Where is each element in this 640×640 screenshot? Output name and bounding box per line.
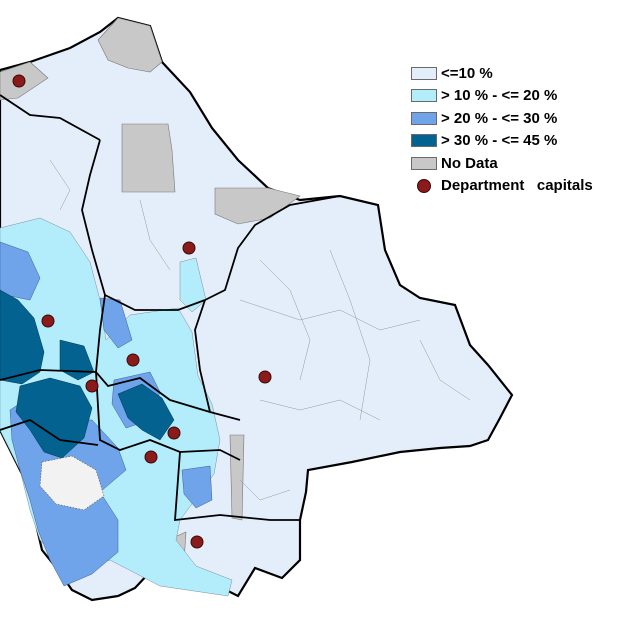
map-legend: <=10 % > 10 % - <= 20 % > 20 % - <= 30 %… [411,62,636,197]
legend-item-10-20: > 10 % - <= 20 % [411,85,636,108]
capital-marker-icon [417,178,431,193]
legend-label-30-45: > 30 % - <= 45 % [441,132,558,150]
capital-marker-tarija[interactable] [190,535,204,549]
class-30-45-potosi [117,383,175,441]
capital-marker-cochabamba[interactable] [126,353,140,367]
capital-marker-sucre[interactable] [167,426,181,440]
legend-swatch-le-10 [411,66,437,80]
legend-item-no-data: No Data [411,152,636,175]
class-20-30-chuquisaca [181,465,213,509]
salt-flat [39,455,105,511]
legend-label-le-10: <=10 % [441,64,493,82]
legend-swatch-20-30 [411,111,437,125]
class-30-45-lapaz [0,289,45,385]
legend-label-20-30: > 20 % - <= 30 % [441,109,558,127]
class-20-30-altiplano [0,241,41,301]
class-20-30-cochabamba [99,297,133,349]
no-data-region-beni [121,123,176,193]
legend-swatch-10-20 [411,89,437,103]
capital-marker-potosi[interactable] [144,450,158,464]
legend-swatch-no-data [411,156,437,170]
capital-marker-la-paz[interactable] [41,314,55,328]
department-borders [0,94,341,522]
legend-item-30-45: > 30 % - <= 45 % [411,130,636,153]
legend-item-20-30: > 20 % - <= 30 % [411,107,636,130]
legend-item-capitals: Department capitals [411,175,636,198]
class-30-45-oruro [15,377,93,459]
capital-marker-trinidad[interactable] [182,241,196,255]
department-capitals [12,74,272,549]
no-data-region-north [97,17,163,73]
legend-item-le-10: <=10 % [411,62,636,85]
legend-label-capitals: Department capitals [441,177,593,195]
capital-marker-cobija[interactable] [12,74,26,88]
legend-swatch-30-45 [411,134,437,148]
capital-marker-santa-cruz[interactable] [258,370,272,384]
no-data-region-east-beni [214,187,301,225]
legend-label-no-data: No Data [441,154,498,172]
legend-label-10-20: > 10 % - <= 20 % [441,87,558,105]
municipal-borders [49,159,471,501]
class-30-45-central [59,339,95,381]
capital-marker-oruro[interactable] [85,379,99,393]
no-data-region-south [229,434,245,521]
class-10-20-santacruz-strip [179,257,207,313]
